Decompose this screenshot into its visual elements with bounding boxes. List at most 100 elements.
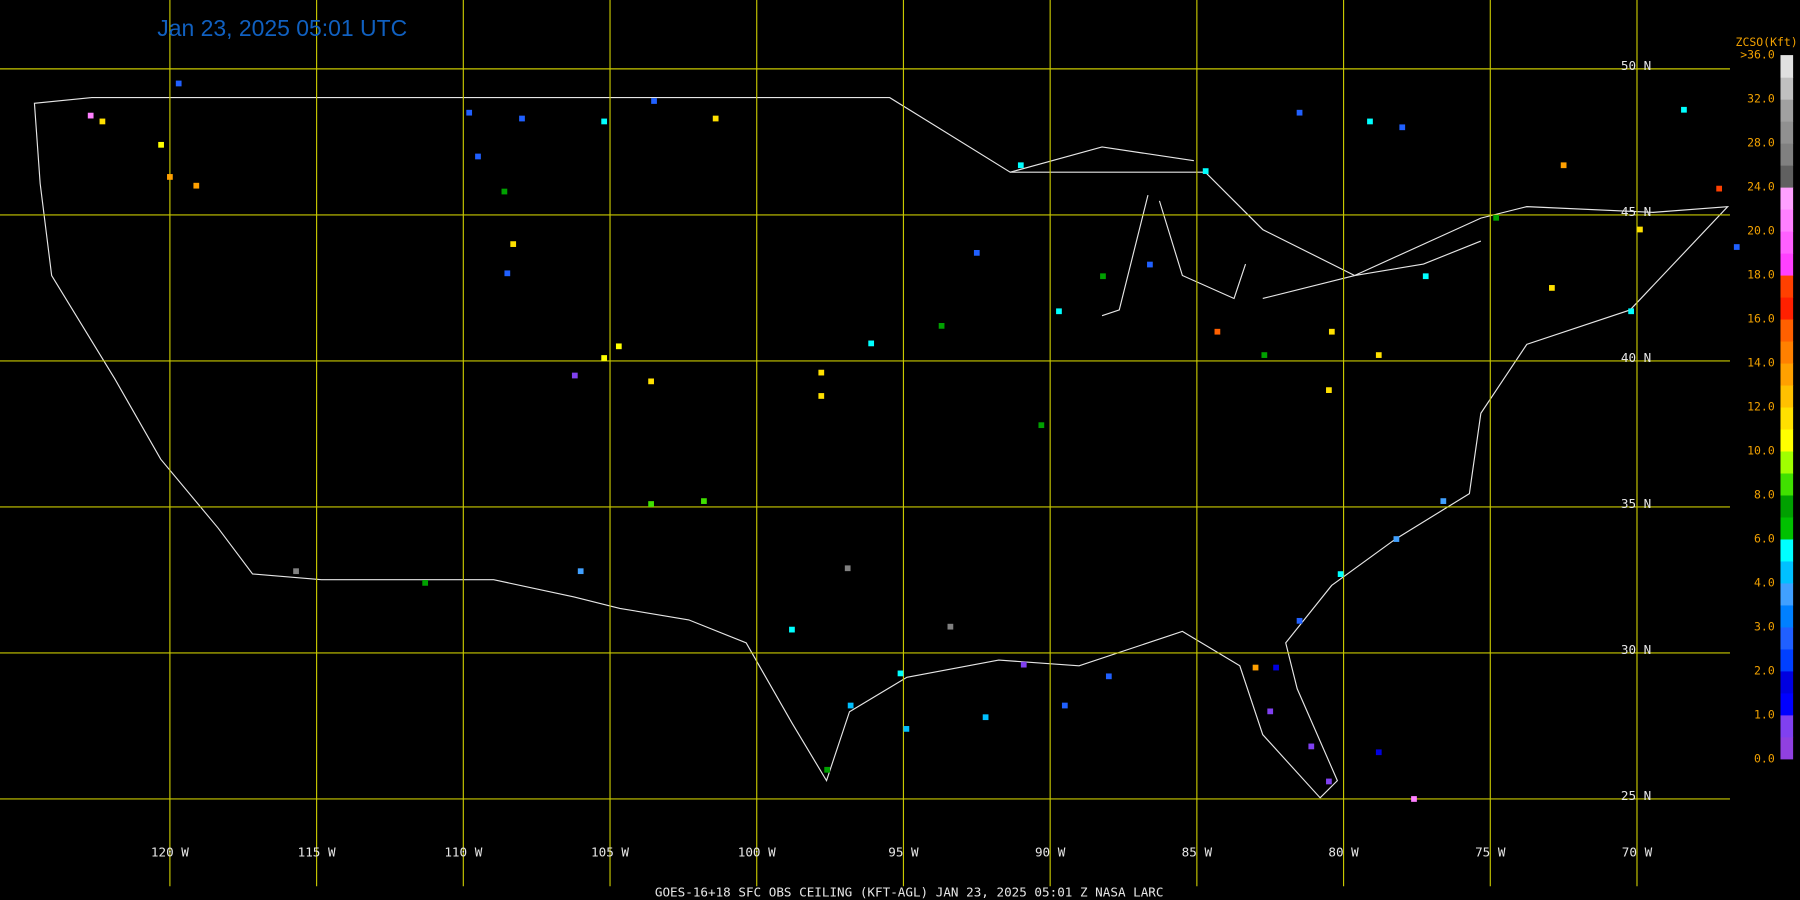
legend-swatch <box>1780 516 1794 540</box>
station <box>99 118 106 125</box>
station <box>601 118 608 125</box>
lon-label: 105 W <box>591 844 629 859</box>
legend: 0.0 1.0 2.0 3.0 4.0 6.0 8.0 10.0 12.0 14.0 16.0 18.… <box>1736 35 1798 765</box>
station <box>1261 352 1268 358</box>
legend-swatch <box>1780 121 1794 144</box>
legend-swatch <box>1780 648 1794 672</box>
station <box>1056 308 1062 315</box>
legend-label: 4.0 <box>1754 575 1775 589</box>
station <box>1061 702 1068 709</box>
station <box>1328 328 1335 335</box>
legend-label: 24.0 <box>1747 180 1775 194</box>
legend-label: 28.0 <box>1747 136 1775 150</box>
station <box>1628 308 1634 315</box>
station <box>844 565 851 572</box>
station <box>571 372 578 379</box>
station <box>1252 664 1259 671</box>
station <box>501 188 508 195</box>
station <box>1493 214 1500 221</box>
legend-swatch <box>1780 362 1794 386</box>
lat-label: 25 N <box>1621 788 1651 803</box>
station <box>973 249 980 256</box>
lon-label: 100 W <box>738 844 776 859</box>
lon-label: 75 W <box>1475 844 1506 859</box>
station <box>648 378 654 385</box>
station <box>1375 352 1382 358</box>
lon-label: 70 W <box>1622 844 1653 859</box>
station <box>422 579 429 586</box>
legend-swatch <box>1780 736 1794 760</box>
legend-label: 16.0 <box>1747 311 1775 325</box>
station <box>789 626 795 633</box>
lon-label: 120 W <box>151 844 189 859</box>
station <box>519 115 525 122</box>
station <box>1273 664 1279 671</box>
legend-title: ZCSO(Kft) <box>1736 35 1798 49</box>
legend-label: 32.0 <box>1747 92 1775 106</box>
legend-swatch <box>1780 253 1794 276</box>
station <box>615 343 622 350</box>
station <box>903 726 910 732</box>
lon-label: 90 W <box>1035 844 1066 859</box>
station <box>87 112 94 119</box>
legend-swatch <box>1780 714 1794 738</box>
station <box>175 80 182 87</box>
legend-label: 12.0 <box>1747 399 1775 413</box>
legend-swatch <box>1780 626 1794 650</box>
legend-swatch <box>1780 692 1794 716</box>
legend-label: 8.0 <box>1754 487 1775 501</box>
station <box>847 702 854 709</box>
lon-label: 110 W <box>444 844 482 859</box>
station <box>1411 796 1417 802</box>
station <box>1681 106 1687 113</box>
lon-label: 80 W <box>1328 844 1359 859</box>
legend-swatch <box>1780 318 1794 342</box>
legend-swatch <box>1780 406 1794 430</box>
station <box>712 115 719 122</box>
legend-swatch <box>1780 428 1794 452</box>
great-lakes <box>1010 146 1482 317</box>
legend-swatch <box>1780 670 1794 694</box>
station <box>1296 617 1303 624</box>
station <box>1560 162 1567 169</box>
station <box>1147 261 1153 268</box>
legend-swatch <box>1780 165 1794 188</box>
lat-label: 40 N <box>1621 350 1651 365</box>
legend-label: 1.0 <box>1754 707 1775 721</box>
station <box>1422 273 1429 280</box>
station <box>1375 749 1382 756</box>
station <box>1337 571 1344 577</box>
station <box>1440 498 1447 504</box>
station <box>701 498 707 504</box>
station <box>1367 118 1373 125</box>
legend-swatch <box>1780 450 1794 474</box>
station <box>1549 285 1555 291</box>
legend-swatch <box>1780 77 1794 100</box>
lat-label: 45 N <box>1621 204 1651 219</box>
footer: GOES-16+18 SFC OBS CEILING (KFT-AGL) JAN… <box>655 885 1164 900</box>
station <box>1637 226 1643 233</box>
station <box>1326 778 1332 785</box>
station <box>158 141 164 148</box>
legend-swatch <box>1780 472 1794 496</box>
legend-label: 18.0 <box>1747 268 1775 282</box>
station <box>818 369 825 376</box>
legend-swatch <box>1780 538 1794 562</box>
legend-label: 14.0 <box>1747 355 1775 369</box>
station <box>1393 536 1400 542</box>
station <box>1020 661 1027 668</box>
legend-swatch <box>1780 55 1794 78</box>
lon-label: 95 W <box>888 844 919 859</box>
legend-swatch <box>1780 604 1794 628</box>
title: Jan 23, 2025 05:01 UTC <box>157 15 407 41</box>
legend-label: 20.0 <box>1747 224 1775 238</box>
lon-label: 85 W <box>1182 844 1213 859</box>
station <box>1326 387 1332 393</box>
station <box>868 340 875 347</box>
legend-label: 6.0 <box>1754 531 1775 545</box>
station <box>1038 422 1045 429</box>
legend-label: 3.0 <box>1754 619 1775 633</box>
lat-label: 30 N <box>1621 642 1651 657</box>
